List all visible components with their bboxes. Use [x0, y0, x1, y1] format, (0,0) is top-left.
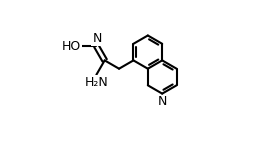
Text: H₂N: H₂N	[84, 76, 108, 89]
Text: N: N	[158, 95, 167, 108]
Text: N: N	[92, 32, 102, 45]
Text: HO: HO	[62, 40, 81, 53]
